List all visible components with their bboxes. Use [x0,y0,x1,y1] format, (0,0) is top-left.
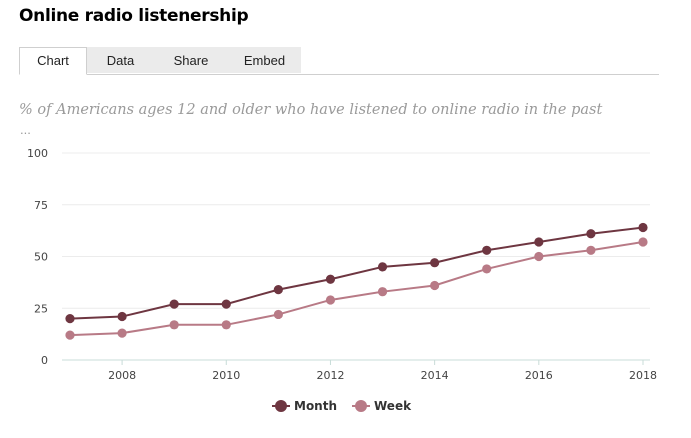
x-tick-label: 2012 [316,369,344,382]
data-point-month [534,237,544,247]
tab-chart[interactable]: Chart [19,47,87,75]
series-line-month [69,226,644,320]
y-tick-label: 75 [34,199,48,212]
legend-dot-week [355,400,367,412]
series-line-week [69,241,644,337]
data-point-month [325,274,336,284]
tab-data[interactable]: Data [87,47,154,73]
data-point-week [117,328,127,338]
legend-swatch-month [272,400,290,412]
tab-embed[interactable]: Embed [228,47,301,73]
data-point-month [117,311,127,322]
x-tick-label: 2010 [212,369,240,382]
data-point-month [169,299,179,309]
data-point-month [430,258,440,268]
x-axis [62,359,650,365]
x-tick-label: 2018 [629,369,657,382]
data-point-month [482,245,492,255]
chart-title: Online radio listenership [19,6,249,26]
grid-lines [62,152,650,309]
legend-item-week[interactable]: Week [352,396,411,416]
y-tick-label: 25 [34,302,48,315]
x-tick-label: 2008 [108,369,136,382]
data-point-week [430,280,440,291]
subtitle-ellipsis: ... [20,122,31,137]
data-point-week [638,237,648,247]
data-point-week [65,330,75,340]
data-point-month [377,262,388,272]
data-point-month [273,285,283,295]
y-tick-label: 0 [41,354,48,367]
data-point-week [325,295,336,305]
x-tick-label: 2014 [421,369,449,382]
data-point-week [534,251,544,262]
legend-item-month[interactable]: Month [272,396,337,416]
legend-label-month: Month [294,399,338,413]
data-point-month [221,299,231,309]
chart-subtitle: % of Americans ages 12 and older who hav… [19,102,603,118]
legend-dot-month [275,400,287,412]
data-point-week [482,264,492,274]
tick-labels: 0 25 50 75 100 2008 2010 2012 2014 2016 2018 [27,147,657,382]
data-point-month [586,229,596,239]
data-point-month [638,222,648,233]
line-chart: 0 25 50 75 100 2008 2010 2012 2014 2016 2018 [27,147,657,382]
data-point-week [377,287,388,297]
series-lines [69,226,644,337]
series-points [65,222,648,340]
data-point-week [273,309,283,320]
legend: Month Week [0,396,691,416]
y-tick-label: 50 [34,251,48,264]
data-point-week [586,245,596,255]
tab-bar: Chart Data Share Embed [19,47,659,75]
legend-swatch-week [352,400,370,412]
data-point-week [169,320,179,330]
tab-share[interactable]: Share [154,47,228,73]
legend-label-week: Week [374,399,412,413]
y-tick-label: 100 [27,147,48,160]
x-tick-label: 2016 [525,369,553,382]
data-point-week [221,320,231,330]
data-point-month [65,314,75,324]
